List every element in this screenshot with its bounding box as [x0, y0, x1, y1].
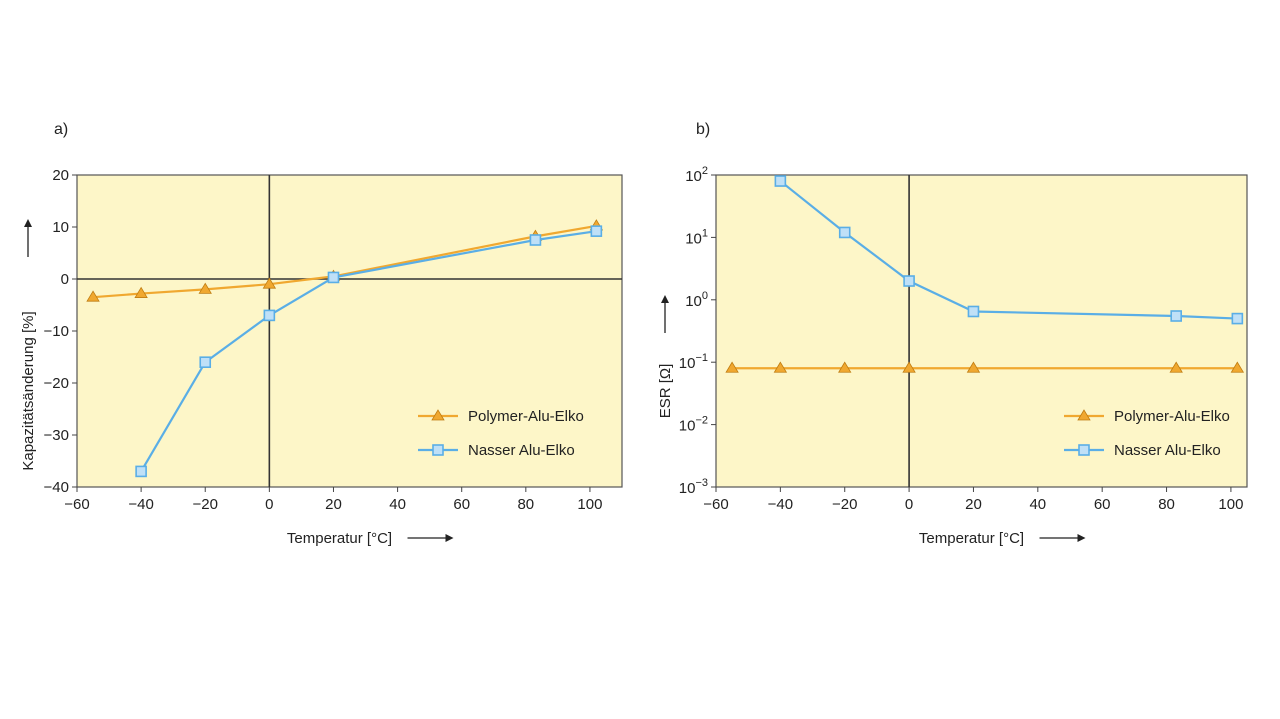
x-axis-label: Temperatur [°C] [287, 530, 392, 547]
series-line [140, 230, 597, 472]
data-point [1169, 361, 1183, 373]
x-tick-label: 40 [389, 496, 406, 513]
data-point [1230, 361, 1245, 373]
y-tick-label: 100 [685, 290, 708, 310]
y-tick-label: 101 [685, 227, 708, 247]
x-axis-label: Temperatur [°C] [919, 530, 1024, 547]
legend: Polymer-Alu-Elko Nasser Alu-Elko [1064, 408, 1230, 459]
x-tick-label: −20 [193, 496, 218, 513]
x-axis-arrow-head [445, 534, 454, 542]
x-tick-label: −40 [128, 496, 153, 513]
x-tick-label: −60 [64, 496, 89, 513]
data-point [773, 361, 788, 373]
y-tick-label: −10 [44, 323, 69, 340]
data-point [86, 290, 100, 302]
data-point [838, 226, 851, 239]
y-tick-label: 102 [685, 165, 708, 185]
data-point [1170, 310, 1182, 322]
data-point [327, 271, 340, 284]
data-point [967, 305, 980, 318]
y-tick-label: 0 [61, 271, 69, 288]
legend-label: Polymer-Alu-Elko [468, 408, 584, 425]
data-point [725, 361, 739, 373]
legend: Polymer-Alu-Elko Nasser Alu-Elko [418, 408, 584, 459]
x-axis-arrow-head [1077, 534, 1086, 542]
x-tick-label: 0 [905, 496, 913, 513]
y-tick-label: 10−3 [679, 477, 708, 497]
data-point [1231, 312, 1244, 325]
data-point [838, 361, 852, 373]
data-point [135, 465, 147, 478]
y-tick-label: 20 [52, 167, 69, 184]
y-tick-exponent: 2 [702, 165, 708, 177]
y-axis-label: Kapazitätsänderung [%] [20, 311, 37, 470]
y-tick-base: 10 [685, 230, 702, 247]
legend-label: Nasser Alu-Elko [1114, 442, 1221, 459]
series-nasser-alu-elko [135, 225, 603, 478]
x-tick-label: 100 [1218, 496, 1243, 513]
y-tick-label: 10 [52, 219, 69, 236]
y-tick-label: −20 [44, 375, 69, 392]
legend-marker [432, 444, 444, 456]
legend-label: Nasser Alu-Elko [468, 442, 575, 459]
data-point [590, 225, 603, 237]
chart-panel-a: a)−60 −40 −20 0 20 40 60 80 100−40−30−20−1001020… [20, 121, 623, 547]
y-tick-label: −30 [44, 427, 69, 444]
series-nasser-alu-elko [774, 175, 1244, 325]
x-tick-label: 60 [1094, 496, 1111, 513]
y-tick-exponent: 1 [702, 227, 708, 239]
data-point [529, 234, 542, 246]
y-tick-exponent: 0 [702, 290, 708, 302]
plot-area [76, 174, 623, 488]
x-tick-label: 100 [577, 496, 602, 513]
y-axis-arrow-head [661, 295, 669, 303]
y-tick-exponent: −2 [695, 415, 708, 427]
data-point [199, 356, 212, 369]
legend-marker [1077, 409, 1091, 421]
panel-label: a) [54, 121, 68, 138]
data-point [134, 286, 148, 298]
y-tick-label: 10−1 [679, 352, 708, 372]
data-point [903, 275, 915, 287]
chart-panel-b: b)−60 −40 −20 0 20 40 60 80 10010210110010−110−2… [657, 121, 1248, 547]
y-axis-label: ESR [Ω] [657, 364, 674, 419]
data-point [774, 175, 787, 187]
data-point [966, 361, 981, 373]
x-tick-label: 20 [965, 496, 982, 513]
x-tick-label: −40 [768, 496, 793, 513]
x-tick-label: 80 [517, 496, 534, 513]
series-polymer-alu-elko [725, 361, 1245, 373]
y-tick-base: 10 [679, 418, 696, 435]
y-axis-arrow-head [24, 219, 32, 227]
legend-marker [1078, 444, 1090, 456]
series-line [779, 180, 1238, 320]
y-tick-label: −40 [44, 479, 69, 496]
panel-label: b) [696, 121, 710, 138]
x-tick-label: −60 [703, 496, 728, 513]
plot-area [715, 174, 1248, 488]
data-point [263, 309, 276, 322]
y-tick-base: 10 [679, 355, 696, 372]
legend-label: Polymer-Alu-Elko [1114, 408, 1230, 425]
y-tick-exponent: −3 [695, 477, 708, 489]
y-tick-exponent: −1 [695, 352, 708, 364]
x-tick-label: 40 [1029, 496, 1046, 513]
y-tick-base: 10 [679, 480, 696, 497]
legend-marker [431, 409, 445, 421]
x-tick-label: 0 [265, 496, 273, 513]
data-point [198, 282, 212, 294]
x-tick-label: −20 [832, 496, 857, 513]
y-tick-base: 10 [685, 293, 702, 310]
y-tick-base: 10 [685, 168, 702, 185]
x-tick-label: 80 [1158, 496, 1175, 513]
data-point [262, 277, 277, 289]
x-tick-label: 20 [325, 496, 342, 513]
data-point [902, 361, 916, 373]
y-tick-label: 10−2 [679, 415, 708, 435]
x-tick-label: 60 [453, 496, 470, 513]
